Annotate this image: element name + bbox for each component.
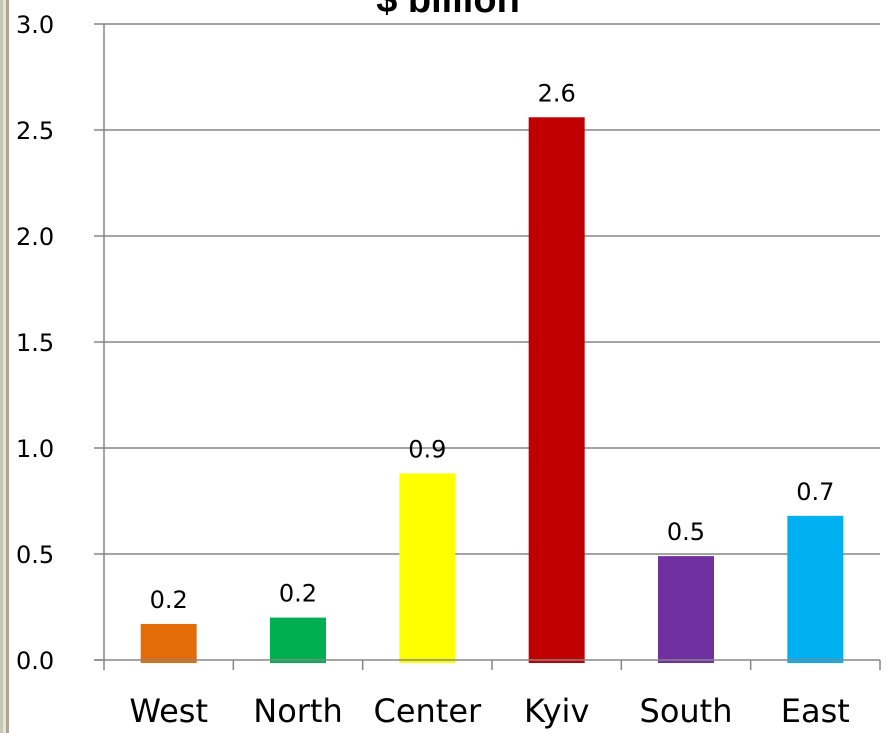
y-tick-label: 1.5 xyxy=(16,329,54,357)
bar-kyiv xyxy=(528,117,585,663)
data-label: 0.5 xyxy=(667,518,705,546)
y-tick-label: 0.0 xyxy=(16,647,54,675)
y-tick-label: 1.0 xyxy=(16,435,54,463)
bar-south xyxy=(658,556,714,663)
y-tick-label: 3.0 xyxy=(16,11,54,39)
chart-title: $ billion xyxy=(376,0,520,21)
gridlines xyxy=(104,23,880,555)
bars xyxy=(140,117,844,663)
y-tick-label: 2.0 xyxy=(16,223,54,251)
bar-north xyxy=(270,617,326,663)
axes xyxy=(94,23,881,670)
bar-east xyxy=(787,515,844,663)
data-label: 0.9 xyxy=(408,435,446,463)
x-tick-label: South xyxy=(640,692,733,730)
data-label: 2.6 xyxy=(538,79,576,107)
y-tick-label: 0.5 xyxy=(16,541,54,569)
x-tick-label: Center xyxy=(373,692,482,730)
x-tick-label: North xyxy=(253,692,343,730)
x-tick-label: Kyiv xyxy=(524,692,589,730)
window-left-border xyxy=(0,0,9,733)
y-tick-label: 2.5 xyxy=(16,117,54,145)
data-label: 0.2 xyxy=(150,586,188,614)
x-axis-labels: West North Center Kyiv South East xyxy=(129,692,850,730)
data-labels: 0.2 0.2 0.9 2.6 0.5 0.7 xyxy=(150,79,835,614)
data-label: 0.7 xyxy=(796,478,834,506)
x-tick-label: East xyxy=(781,692,850,730)
data-label: 0.2 xyxy=(279,580,317,608)
bar-center xyxy=(399,473,456,663)
x-tick-label: West xyxy=(129,692,208,730)
bar-west xyxy=(140,623,197,663)
y-axis-ticks: 0.0 0.5 1.0 1.5 2.0 2.5 3.0 xyxy=(16,11,54,675)
